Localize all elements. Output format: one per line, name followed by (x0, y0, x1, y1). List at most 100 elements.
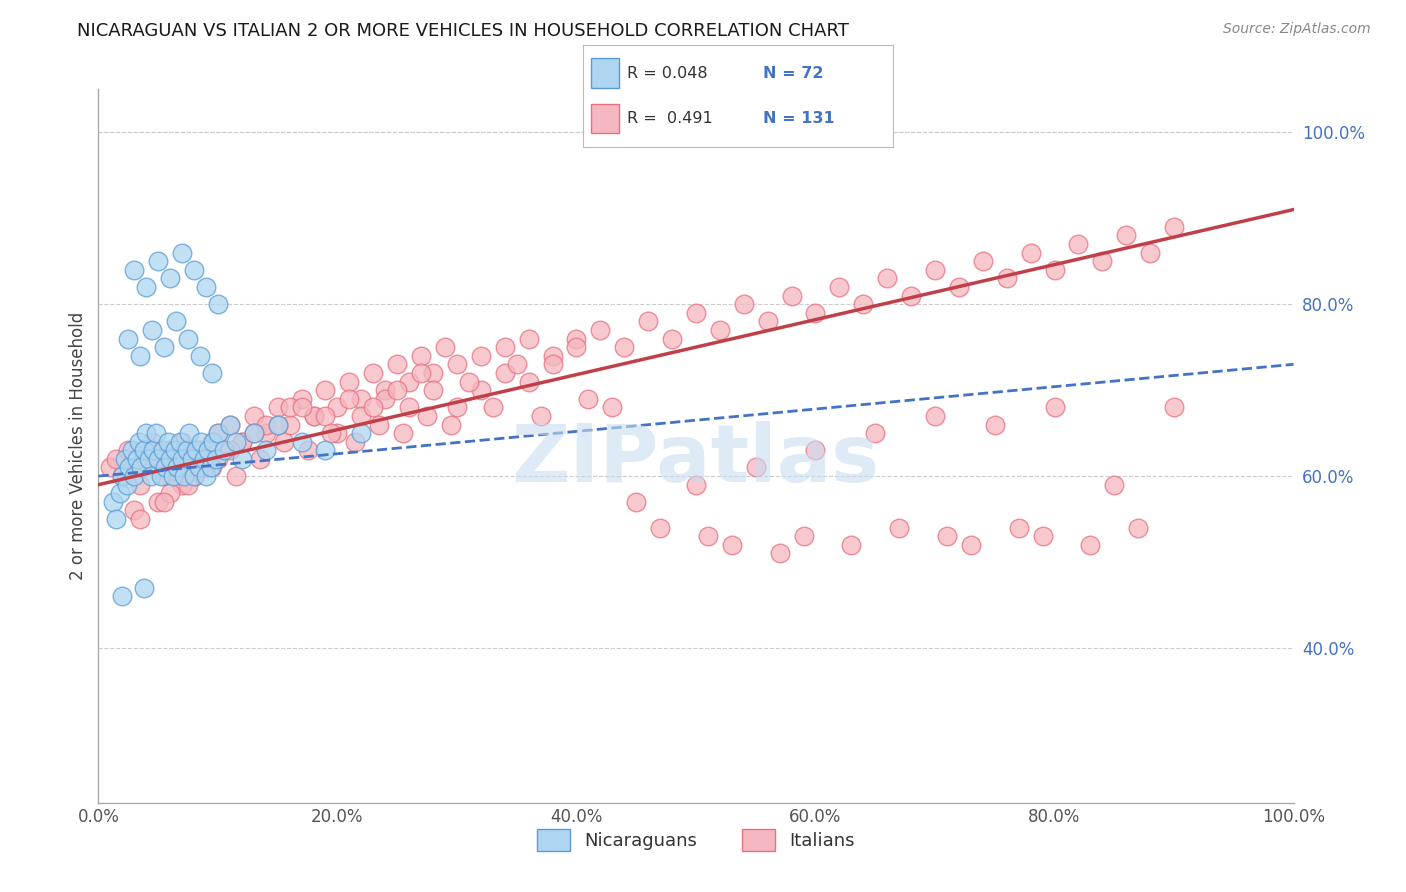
Point (142, 443, 165, 458)
FancyBboxPatch shape (591, 58, 619, 88)
Point (105, 512, 128, 526)
Point (1139, 245, 1161, 260)
Point (541, 357, 564, 371)
Point (193, 451, 215, 466)
Point (804, 443, 827, 458)
Point (1080, 538, 1102, 552)
Point (339, 375, 361, 389)
Point (900, 288, 922, 302)
Point (291, 401, 314, 415)
Point (458, 375, 481, 389)
Point (204, 451, 226, 466)
Text: R = 0.048: R = 0.048 (627, 65, 707, 80)
Point (135, 426, 157, 441)
Point (166, 460, 188, 475)
Point (434, 340, 457, 354)
Point (148, 495, 170, 509)
Point (363, 401, 385, 415)
Point (111, 469, 134, 483)
Point (153, 495, 176, 509)
Point (565, 332, 588, 346)
Point (115, 477, 138, 491)
Point (124, 460, 146, 475)
Point (924, 409, 946, 423)
Point (661, 332, 683, 346)
Point (195, 469, 218, 483)
Point (159, 451, 181, 466)
Point (124, 503, 146, 517)
Point (183, 469, 205, 483)
Point (129, 349, 152, 363)
Point (1115, 228, 1137, 243)
Point (350, 392, 373, 406)
Point (626, 495, 648, 509)
Point (685, 477, 707, 491)
Point (169, 434, 191, 449)
Point (156, 434, 179, 449)
Point (721, 538, 744, 552)
Point (201, 434, 224, 449)
Point (291, 434, 314, 449)
Text: N = 72: N = 72 (763, 65, 824, 80)
Point (278, 417, 301, 432)
Point (780, 288, 803, 302)
Point (177, 451, 200, 466)
Point (709, 323, 731, 337)
Point (225, 434, 247, 449)
Point (948, 280, 970, 294)
Point (769, 546, 792, 560)
Point (745, 460, 768, 475)
Point (315, 443, 337, 458)
Y-axis label: 2 or more Vehicles in Household: 2 or more Vehicles in Household (69, 312, 87, 580)
Point (98, 460, 122, 475)
Point (108, 486, 131, 500)
Point (876, 271, 898, 285)
Point (685, 306, 707, 320)
Point (159, 271, 181, 285)
Point (139, 469, 162, 483)
Point (637, 314, 659, 328)
Point (117, 443, 139, 458)
Point (132, 581, 155, 595)
Point (385, 357, 409, 371)
Point (165, 460, 187, 475)
Point (197, 443, 219, 458)
Point (128, 434, 150, 449)
Point (131, 460, 153, 475)
Point (231, 434, 253, 449)
Point (374, 392, 396, 406)
Point (190, 434, 212, 449)
Point (117, 332, 139, 346)
Point (1043, 401, 1066, 415)
Point (889, 521, 911, 535)
Point (1032, 529, 1054, 543)
Point (219, 417, 242, 432)
Point (1043, 262, 1066, 277)
Point (578, 392, 600, 406)
Point (416, 409, 439, 423)
Point (697, 529, 720, 543)
Point (321, 426, 343, 441)
Point (219, 443, 242, 458)
Point (793, 529, 815, 543)
Point (984, 417, 1007, 432)
Point (995, 271, 1018, 285)
Point (201, 366, 224, 380)
Point (1091, 254, 1114, 268)
Point (733, 297, 755, 311)
Point (225, 469, 247, 483)
Point (589, 323, 612, 337)
Point (243, 409, 266, 423)
Point (172, 451, 194, 466)
Point (804, 306, 827, 320)
Point (1104, 477, 1126, 491)
Point (177, 332, 200, 346)
Point (297, 443, 319, 458)
Point (172, 245, 194, 260)
Point (231, 434, 253, 449)
Point (135, 280, 157, 294)
Point (368, 417, 391, 432)
Point (159, 443, 181, 458)
Point (350, 426, 373, 441)
Point (482, 401, 505, 415)
